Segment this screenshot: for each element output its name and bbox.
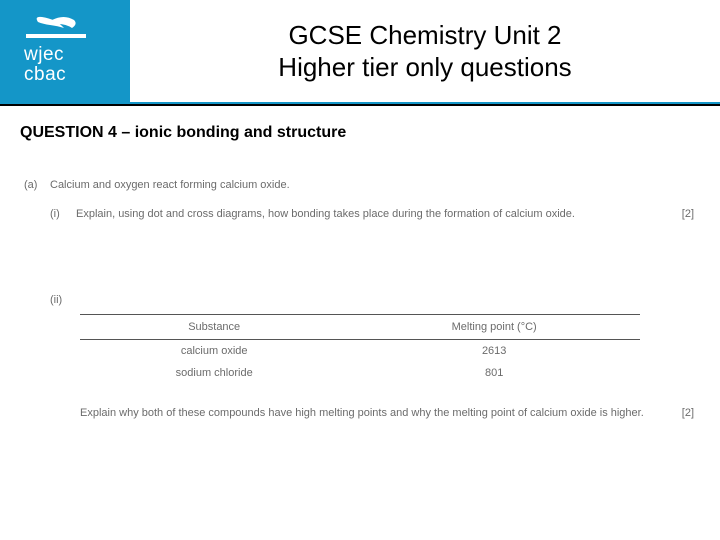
header-bar: wjec cbac GCSE Chemistry Unit 2 Higher t…: [0, 0, 720, 106]
sub-ii-below-mark: [2]: [670, 406, 694, 421]
cell-mp: 801: [348, 362, 640, 384]
part-a-label: (a): [20, 178, 50, 193]
sub-i-mark: [2]: [670, 207, 694, 222]
content-area: QUESTION 4 – ionic bonding and structure…: [0, 106, 720, 422]
cell-substance: calcium oxide: [80, 340, 348, 363]
melting-point-table: Substance Melting point (°C) calcium oxi…: [80, 314, 640, 384]
title-line-1: GCSE Chemistry Unit 2: [288, 19, 561, 52]
wjec-cbac-logo: wjec cbac: [16, 14, 96, 90]
title-line-2: Higher tier only questions: [278, 51, 571, 84]
col-melting-point: Melting point (°C): [348, 315, 640, 340]
sub-ii-below: Explain why both of these compounds have…: [80, 406, 694, 421]
part-a-text: Calcium and oxygen react forming calcium…: [50, 178, 700, 193]
melting-point-table-wrap: Substance Melting point (°C) calcium oxi…: [80, 314, 640, 384]
svg-text:cbac: cbac: [24, 64, 66, 85]
part-a-row: (a) Calcium and oxygen react forming cal…: [20, 178, 700, 193]
table-header-row: Substance Melting point (°C): [80, 315, 640, 340]
sub-i-textwrap: Explain, using dot and cross diagrams, h…: [76, 207, 700, 222]
table-row: sodium chloride 801: [80, 362, 640, 384]
table-row: calcium oxide 2613: [80, 340, 640, 363]
title-block: GCSE Chemistry Unit 2 Higher tier only q…: [130, 0, 720, 102]
sub-ii-label: (ii): [50, 293, 76, 308]
sub-ii-below-text: Explain why both of these compounds have…: [80, 406, 670, 421]
sub-i-text: Explain, using dot and cross diagrams, h…: [76, 207, 670, 222]
sub-ii-spacer: [20, 293, 50, 308]
cell-substance: sodium chloride: [80, 362, 348, 384]
question-heading: QUESTION 4 – ionic bonding and structure: [20, 124, 700, 142]
cell-mp: 2613: [348, 340, 640, 363]
sub-i-row: (i) Explain, using dot and cross diagram…: [20, 207, 700, 222]
svg-text:wjec: wjec: [23, 44, 64, 65]
sub-ii-empty: [76, 293, 700, 308]
col-substance: Substance: [80, 315, 348, 340]
sub-i-label: (i): [50, 207, 76, 222]
sub-ii-row: (ii): [20, 293, 700, 308]
sub-i-spacer: [20, 207, 50, 222]
